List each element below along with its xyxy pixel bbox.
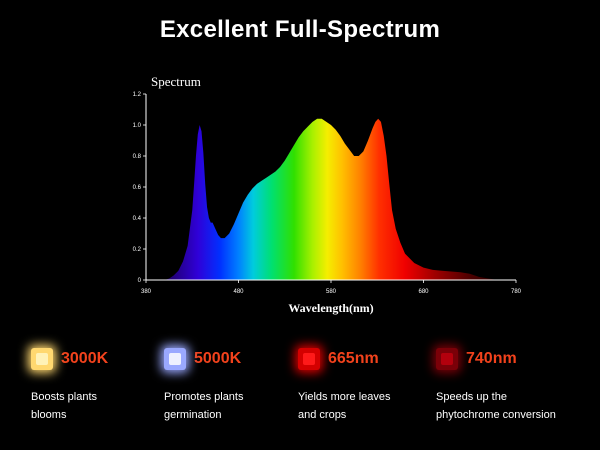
- feature-description-line: Boosts plants: [31, 391, 98, 403]
- page-title: Excellent Full-Spectrum: [159, 16, 441, 43]
- feature-value: 740nm: [466, 350, 517, 367]
- feature-description-line: Speeds up the: [436, 391, 507, 403]
- x-tick-label: 780: [511, 289, 522, 295]
- x-tick-label: 380: [141, 289, 152, 295]
- led-chip-icon: [298, 348, 320, 370]
- y-tick-label: 1.2: [133, 92, 142, 98]
- feature-value: 5000K: [194, 350, 242, 367]
- feature-description-line: blooms: [31, 409, 67, 421]
- spectrum-area: [146, 118, 516, 280]
- spectrum-chart: Spectrum 0 0.2 0.4 0.6 0.8 1.0 1.2 380 480 580 68…: [133, 74, 522, 315]
- x-axis-label: Wavelength(nm): [288, 301, 373, 315]
- feature-value: 665nm: [328, 350, 379, 367]
- y-tick-label: 0.8: [133, 154, 142, 160]
- led-chip-icon: [436, 348, 458, 370]
- feature-description-line: germination: [164, 409, 222, 421]
- led-chip-icon: [164, 348, 186, 370]
- y-tick-label: 0.2: [133, 247, 142, 253]
- y-tick-label: 1.0: [133, 123, 142, 129]
- feature-description-line: Yields more leaves: [298, 391, 391, 403]
- chart-title: Spectrum: [151, 74, 201, 89]
- led-chip-icon: [31, 348, 53, 370]
- feature-description: Speeds up the phytochrome conversion: [436, 388, 556, 424]
- feature-description-line: Promotes plants: [164, 391, 244, 403]
- feature-description-line: phytochrome conversion: [436, 409, 556, 421]
- x-tick-label: 580: [326, 289, 337, 295]
- x-tick-label: 480: [233, 289, 244, 295]
- y-tick-label: 0: [138, 278, 142, 284]
- feature-value: 3000K: [61, 350, 109, 367]
- feature-description: Yields more leaves and crops: [298, 388, 391, 424]
- x-tick-label: 680: [418, 289, 429, 295]
- feature-description: Boosts plants blooms: [31, 388, 97, 424]
- feature-description: Promotes plants germination: [164, 388, 243, 424]
- y-tick-label: 0.4: [133, 216, 142, 222]
- y-tick-label: 0.6: [133, 185, 142, 191]
- features-row: 3000K Boosts plants blooms 5000K Promote…: [0, 340, 600, 450]
- feature-description-line: and crops: [298, 409, 347, 421]
